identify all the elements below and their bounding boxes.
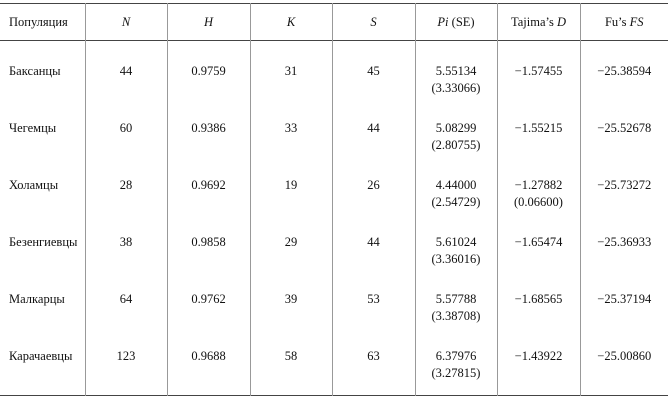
value-cell: −25.52678	[579, 97, 668, 155]
header-cell: Популяция	[0, 4, 85, 41]
value-cell: 26	[331, 154, 415, 212]
header-cell: S	[331, 3, 415, 41]
value-cell: 5.61024 (3.36016)	[414, 211, 497, 269]
cell-line: −1.43922	[514, 348, 563, 363]
header-text: K	[286, 14, 296, 29]
cell-line: (3.33066)	[431, 81, 481, 95]
header-text: H	[203, 14, 214, 29]
value-cell: 123	[84, 325, 167, 396]
value-cell: −1.65474	[496, 211, 580, 269]
value-cell: 60	[84, 97, 167, 155]
value-cell: −1.55215	[496, 97, 580, 155]
value-cell: 6.37976 (3.27815)	[414, 325, 497, 396]
value-cell: −1.57455	[496, 40, 580, 98]
value-cell: 0.9759	[166, 40, 250, 98]
header-text: N	[121, 14, 131, 29]
population-cell: Баксанцы	[9, 64, 61, 78]
cell-line: (2.54729)	[431, 194, 481, 209]
header-text: Pi	[437, 14, 449, 29]
value-cell: 5.55134 (3.33066)	[414, 40, 497, 98]
value-cell: −1.43922	[496, 325, 580, 396]
cell-line: −1.68565	[514, 291, 563, 306]
value-cell: 4.44000 (2.54729)	[414, 154, 497, 212]
value-cell: 5.57788 (3.38708)	[414, 268, 497, 326]
cell-line: (3.38708)	[431, 308, 481, 323]
value-cell: 58	[249, 325, 332, 396]
value-cell: 63	[331, 325, 415, 396]
value-cell: 39	[249, 268, 332, 326]
value-cell: 38	[84, 211, 167, 269]
value-cell: 44	[331, 211, 415, 269]
value-cell: 44	[84, 40, 167, 98]
header-cell: Pi (SE)	[414, 3, 497, 41]
table-row: Карачаевцы 123 0.9688 58 63 6.37976 (3.27815) −…	[0, 325, 668, 396]
cell-line: −1.57455	[514, 64, 563, 78]
header-text: Популяция	[9, 14, 68, 29]
cell-line: 5.08299	[435, 120, 477, 135]
value-cell: 29	[249, 211, 332, 269]
value-cell: 33	[249, 97, 332, 155]
value-cell: 0.9692	[166, 154, 250, 212]
value-cell: 0.9858	[166, 211, 250, 269]
value-cell: −1.68565	[496, 268, 580, 326]
population-cell: Карачаевцы	[9, 348, 73, 363]
cell-line: (0.06600)	[514, 194, 563, 209]
cell-line: (2.80755)	[431, 137, 481, 152]
value-cell: −25.38594	[579, 40, 668, 98]
header-cell: H	[166, 3, 250, 41]
table-header: Популяция N H K S Pi (SE) Tajima’s D Fu’s FS	[0, 3, 668, 41]
cell-line: 5.55134	[435, 64, 477, 78]
value-cell: 0.9688	[166, 325, 250, 396]
table-row: Баксанцы 44 0.9759 31 45 5.55134 (3.33066) −1.5…	[0, 40, 668, 98]
header-row: Популяция N H K S Pi (SE) Tajima’s D Fu’s FS	[0, 3, 668, 41]
cell-line: 5.57788	[435, 291, 477, 306]
cell-line: (3.27815)	[431, 365, 481, 380]
header-cell: N	[84, 3, 167, 41]
value-cell: −25.00860	[579, 325, 668, 396]
value-cell: 53	[331, 268, 415, 326]
table-row: Холамцы 28 0.9692 19 26 4.44000 (2.54729) −1.27…	[0, 154, 668, 212]
header-text: D	[556, 14, 567, 29]
header-cell: K	[249, 3, 332, 41]
cell-line: 5.61024	[435, 234, 477, 249]
value-cell: 28	[84, 154, 167, 212]
population-cell: Безенгиевцы	[9, 234, 78, 249]
population-cell: Малкарцы	[9, 291, 65, 306]
value-cell: 31	[249, 40, 332, 98]
cell-line: (3.36016)	[431, 251, 481, 266]
cell-line: −1.55215	[514, 120, 563, 135]
table-row: Малкарцы 64 0.9762 39 53 5.57788 (3.38708) −1.6…	[0, 268, 668, 326]
value-cell: 5.08299 (2.80755)	[414, 97, 497, 155]
population-cell: Чегемцы	[9, 120, 57, 135]
table-row: Безенгиевцы 38 0.9858 29 44 5.61024 (3.36016) −…	[0, 211, 668, 269]
cell-line: −1.65474	[514, 234, 563, 249]
cell-line: 6.37976	[435, 348, 477, 363]
header-text: S	[370, 14, 377, 29]
value-cell: −25.36933	[579, 211, 668, 269]
value-cell: −25.37194	[579, 268, 668, 326]
value-cell: −25.73272	[579, 154, 668, 212]
value-cell: −1.27882 (0.06600)	[496, 154, 580, 212]
header-cell: Fu’s FS	[579, 3, 668, 41]
value-cell: 19	[249, 154, 332, 212]
value-cell: 0.9386	[166, 97, 250, 155]
table-body: Баксанцы 44 0.9759 31 45 5.55134 (3.33066) −1.5…	[0, 40, 668, 396]
header-text: (SE)	[448, 14, 475, 29]
table-row: Чегемцы 60 0.9386 33 44 5.08299 (2.80755) −1.55…	[0, 97, 668, 155]
value-cell: 0.9762	[166, 268, 250, 326]
value-cell: 44	[331, 97, 415, 155]
header-text: FS	[629, 14, 644, 29]
cell-line: −1.27882	[514, 177, 563, 192]
header-text: Fu’s	[604, 14, 630, 29]
cell-line: 4.44000	[435, 177, 477, 192]
value-cell: 64	[84, 268, 167, 326]
header-cell: Tajima’s D	[496, 3, 580, 41]
value-cell: 45	[331, 40, 415, 98]
header-text: Tajima’s	[510, 14, 557, 29]
data-table: Популяция N H K S Pi (SE) Tajima’s D Fu’s FS Ба…	[0, 3, 668, 396]
population-cell: Холамцы	[9, 177, 59, 192]
